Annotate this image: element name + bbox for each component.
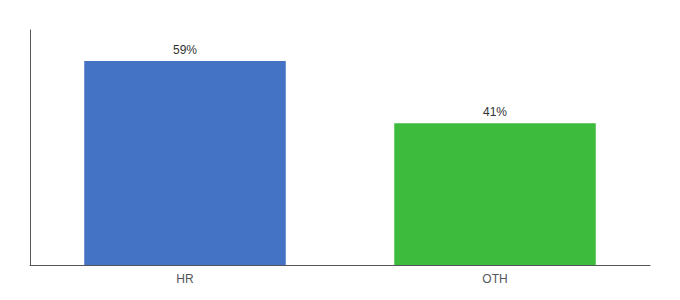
svg-text:HR: HR [176, 272, 194, 286]
svg-text:41%: 41% [483, 105, 507, 119]
svg-text:OTH: OTH [482, 272, 507, 286]
svg-text:59%: 59% [173, 43, 197, 57]
